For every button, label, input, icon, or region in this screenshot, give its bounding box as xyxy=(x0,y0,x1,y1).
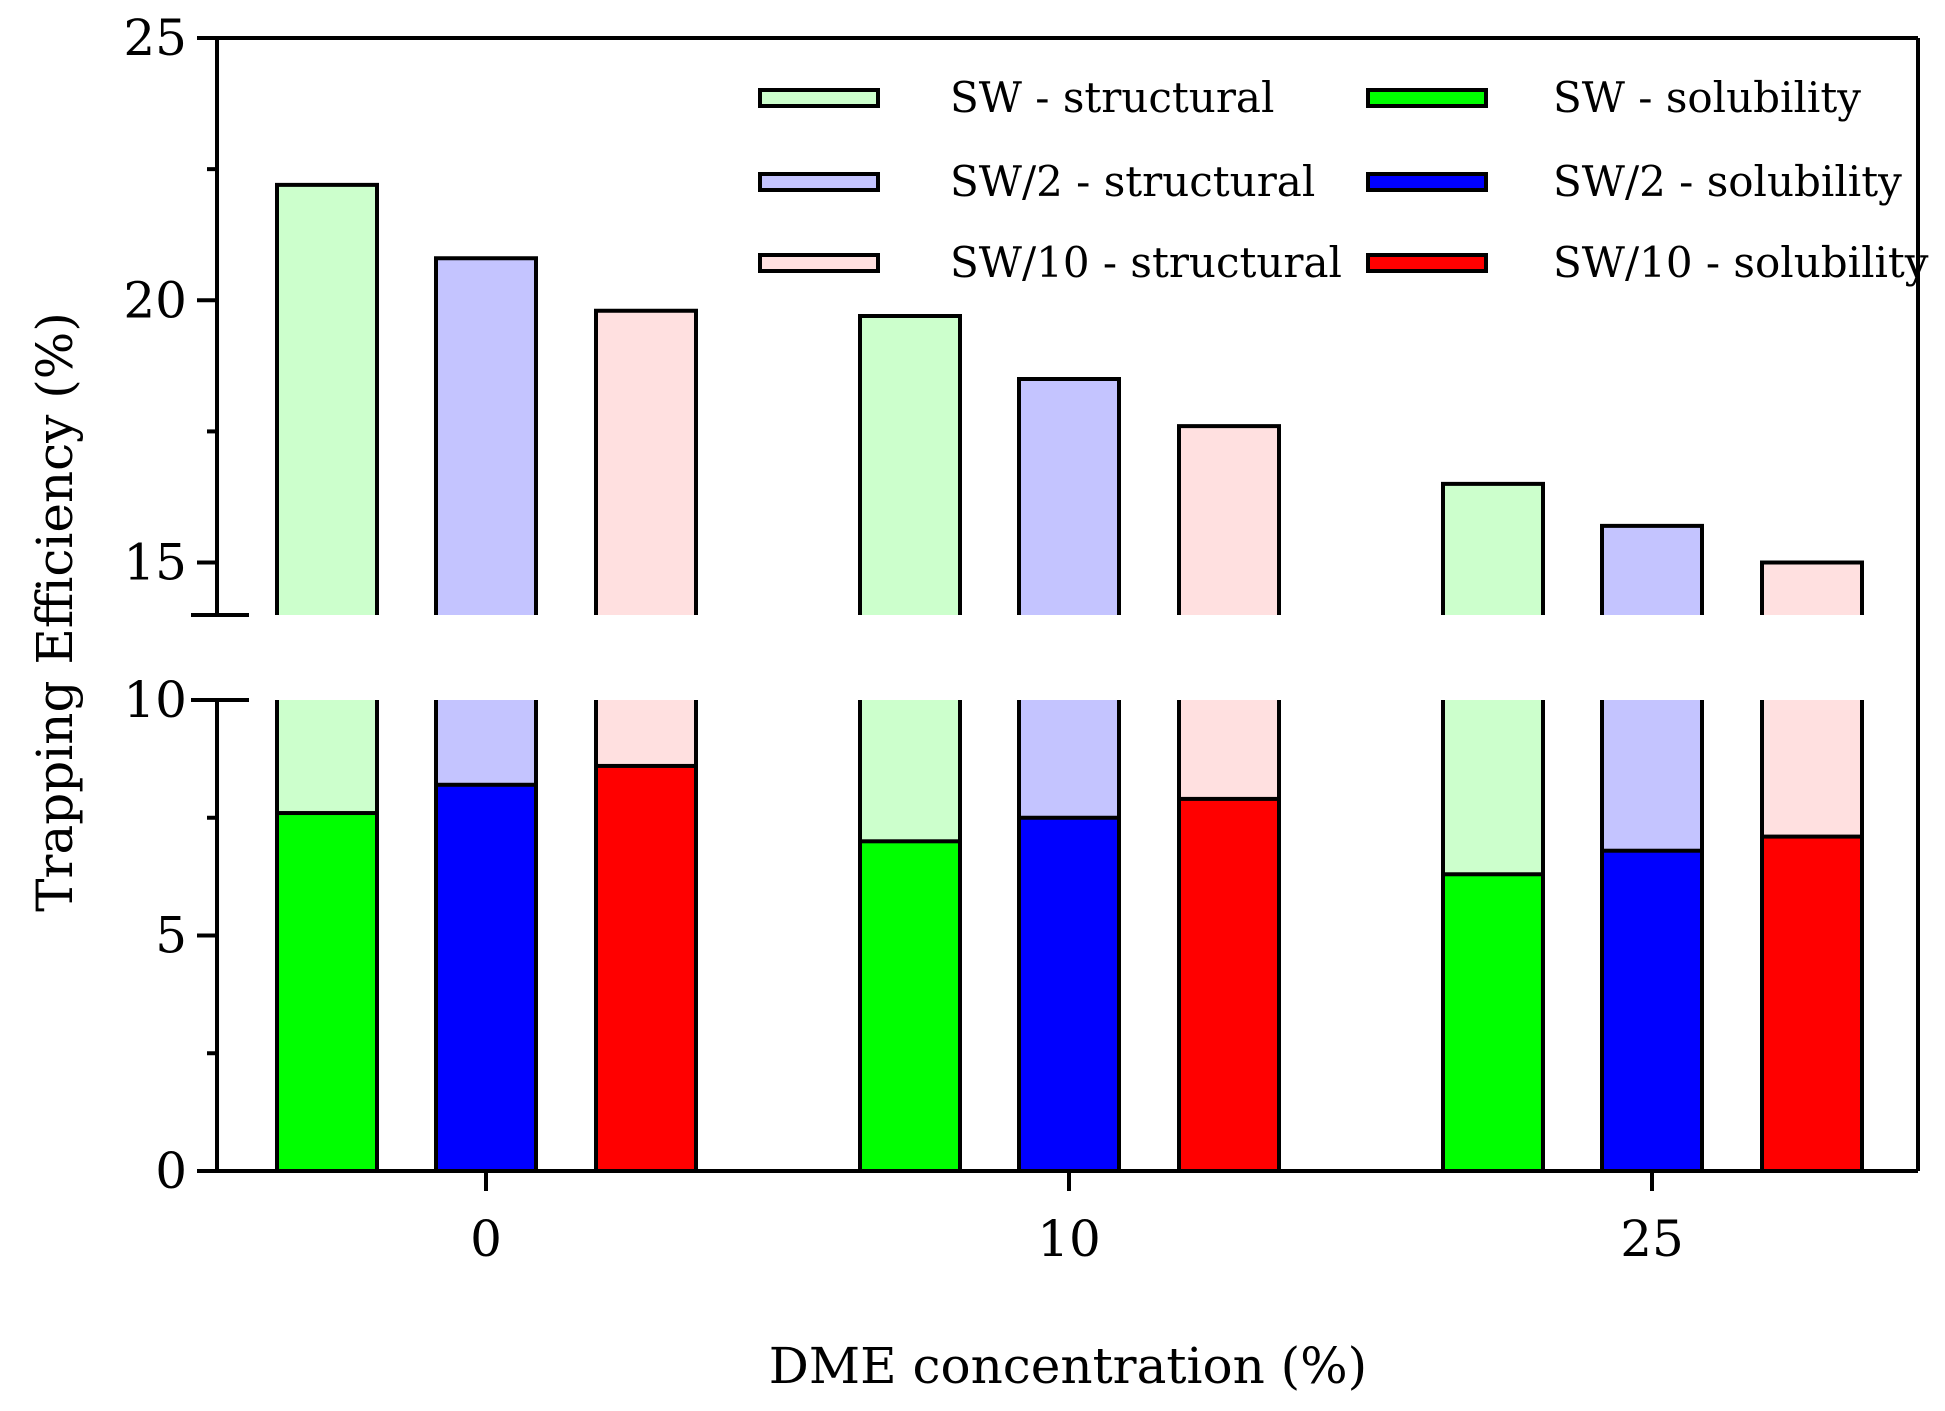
bar-structural-lower xyxy=(1179,700,1279,799)
bar-structural-outline xyxy=(1017,376,1121,615)
bar-structural-upper xyxy=(1602,525,1702,615)
bar-solubility xyxy=(1441,872,1545,1174)
bar-solubility xyxy=(1177,796,1281,1173)
x-axis-title: DME concentration (%) xyxy=(769,1337,1367,1395)
legend-swatch xyxy=(1366,172,1488,192)
bar-structural-lower xyxy=(436,700,536,785)
bar-structural-outline xyxy=(434,256,538,615)
legend-label: SW - structural xyxy=(950,73,1274,122)
bar-structural-outline-lower xyxy=(434,700,538,785)
bar-structural-outline-lower xyxy=(858,700,962,842)
y-tick-label: 5 xyxy=(155,907,187,965)
bar-structural-outline xyxy=(1760,560,1864,615)
axes-layer: 0 5 10 15 20 25 0 10 25 xyxy=(123,9,1920,1268)
bar-structural-outline xyxy=(1441,481,1545,615)
bar-structural-upper xyxy=(1019,378,1119,615)
legend-label: SW/10 - structural xyxy=(950,238,1342,287)
bar-solubility xyxy=(1017,815,1121,1173)
bar-structural-lower xyxy=(1762,700,1862,837)
bar-solubility xyxy=(275,811,379,1173)
y-tick-label: 10 xyxy=(123,671,187,729)
y-tick-label: 25 xyxy=(123,9,187,67)
y-tick-label: 0 xyxy=(155,1142,187,1200)
bar-solubility xyxy=(858,839,962,1173)
bar-structural-outline-lower xyxy=(1177,700,1281,799)
x-tick-label: 0 xyxy=(470,1210,502,1268)
bar-structural-outline-lower xyxy=(275,700,379,814)
bar-structural-outline-lower xyxy=(1441,700,1545,875)
legend-swatch xyxy=(758,172,880,192)
bar-structural-outline xyxy=(858,314,962,615)
bar-structural-upper xyxy=(1443,483,1543,615)
bar-structural-lower xyxy=(277,700,377,814)
legend-swatch xyxy=(758,253,880,273)
bars-layer xyxy=(275,182,1864,1174)
bar-structural-lower xyxy=(860,700,960,842)
x-tick-label: 25 xyxy=(1620,1210,1684,1268)
legend-label: SW/2 - structural xyxy=(950,157,1315,206)
legend-swatch xyxy=(1366,253,1488,273)
y-axis-title: Trapping Efficiency (%) xyxy=(26,312,84,912)
legend-label: SW - solubility xyxy=(1553,73,1861,122)
bar-structural-upper xyxy=(436,258,536,615)
bar-structural-outline xyxy=(275,182,379,615)
bar-structural-outline-lower xyxy=(1760,700,1864,837)
bar-structural-outline xyxy=(1177,424,1281,615)
legend-swatch xyxy=(1366,88,1488,108)
y-tick-label: 20 xyxy=(123,271,187,329)
bar-structural-outline xyxy=(1600,523,1704,615)
bar-structural-outline xyxy=(594,308,698,615)
bar-structural-lower xyxy=(1019,700,1119,818)
x-tick-label: 10 xyxy=(1037,1210,1101,1268)
bar-structural-outline-lower xyxy=(594,700,698,766)
bar-solubility xyxy=(594,763,698,1173)
bar-structural-upper xyxy=(596,310,696,615)
bar-structural-outline-lower xyxy=(1017,700,1121,818)
legend-label: SW/2 - solubility xyxy=(1553,157,1902,206)
bar-solubility xyxy=(1760,834,1864,1174)
legend-label: SW/10 - solubility xyxy=(1553,238,1929,287)
bar-solubility xyxy=(1600,848,1704,1173)
bar-structural-lower xyxy=(1443,700,1543,875)
legend: SW - structural SW/2 - structural SW/10 - … xyxy=(758,73,1929,287)
y-tick-label: 15 xyxy=(123,534,187,592)
bar-structural-upper xyxy=(860,316,960,615)
legend-swatch xyxy=(758,88,880,108)
bar-structural-upper xyxy=(1762,562,1862,615)
bar-structural-upper xyxy=(1179,426,1279,615)
bar-structural-upper xyxy=(277,184,377,615)
bar-structural-outline-lower xyxy=(1600,700,1704,851)
bar-solubility xyxy=(434,782,538,1174)
bar-structural-lower xyxy=(1602,700,1702,851)
bar-structural-lower xyxy=(596,700,696,766)
